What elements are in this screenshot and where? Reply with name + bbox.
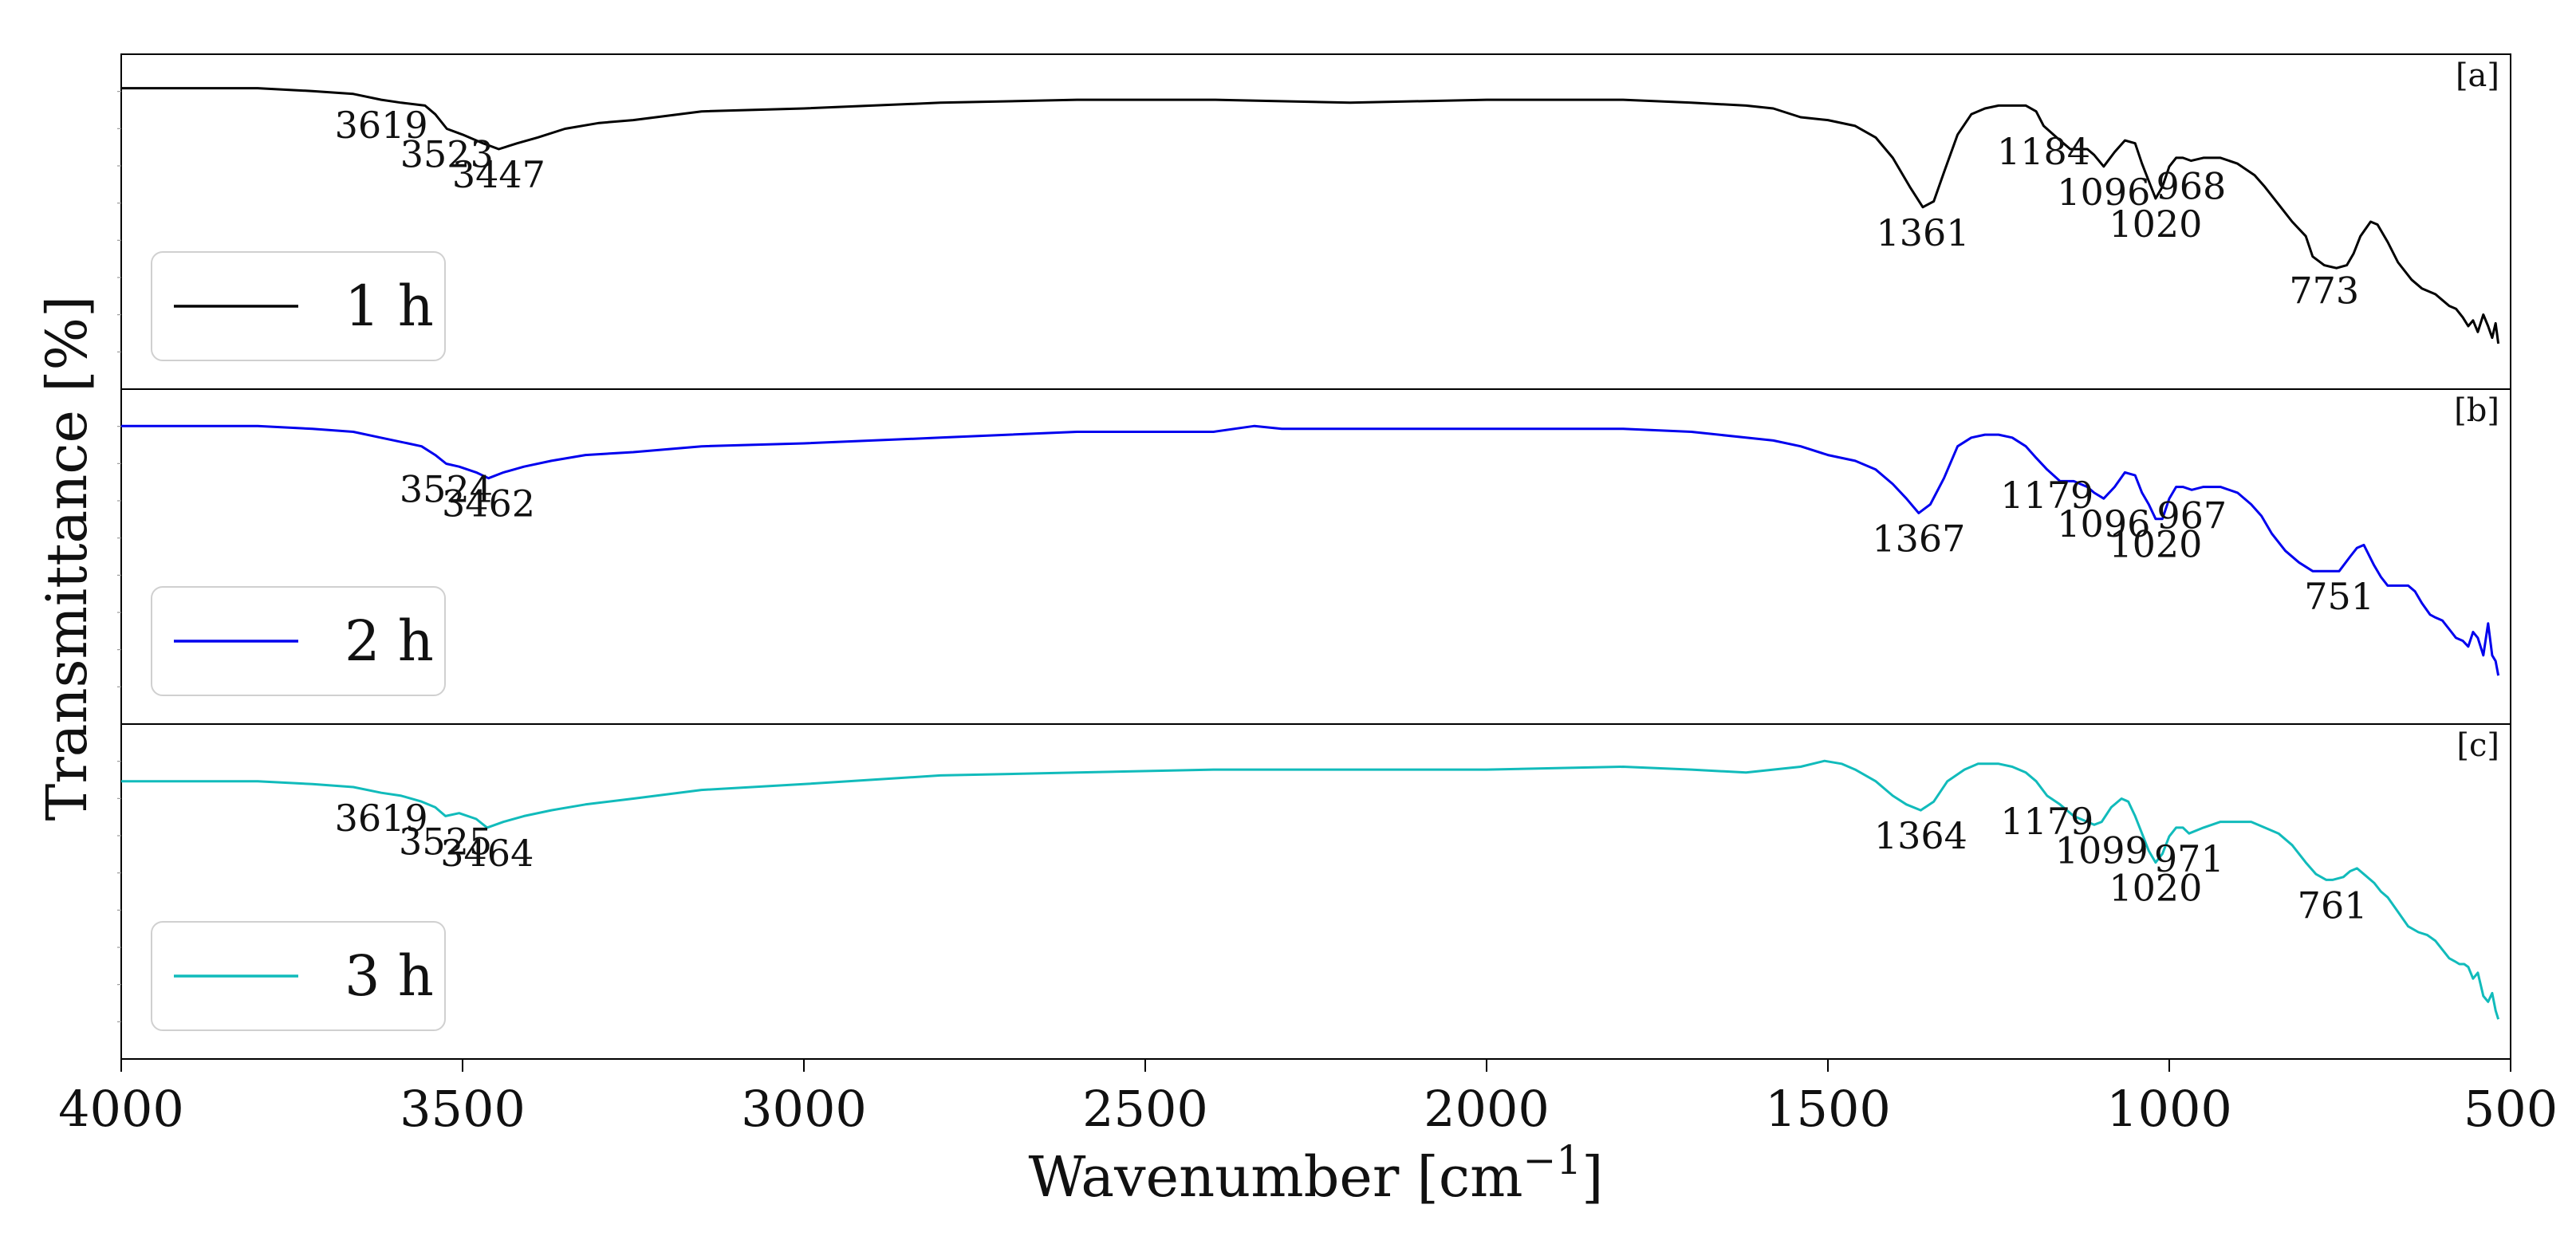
peak-label: 3619 <box>335 104 428 147</box>
x-tick-label: 3000 <box>741 1080 867 1138</box>
x-tick-label: 500 <box>2464 1080 2558 1138</box>
spectrum-line-2 <box>121 424 2500 676</box>
x-axis-title-main: Wavenumber [cm <box>1029 1144 1523 1210</box>
peak-label: 773 <box>2289 270 2359 313</box>
peak-label: 751 <box>2304 575 2374 618</box>
peak-label: 1367 <box>1872 517 1965 560</box>
peak-label: 1020 <box>2109 867 2202 910</box>
legend-label: 3 h <box>345 943 434 1009</box>
peak-label: 1020 <box>2109 523 2202 566</box>
peak-label: 1096 <box>2057 502 2150 545</box>
peak-label: 3523 <box>400 133 494 176</box>
peak-label: 1179 <box>2000 474 2093 517</box>
panel-tag: [b] <box>2454 392 2499 429</box>
x-axis-title: Wavenumber [cm−1] <box>1029 1137 1604 1210</box>
peak-label: 967 <box>2157 494 2227 537</box>
peak-label: 3524 <box>400 468 493 511</box>
peak-label: 3447 <box>452 153 546 196</box>
peak-label: 1096 <box>2057 171 2150 214</box>
peak-label: 1364 <box>1874 814 1967 857</box>
x-tick-label: 4000 <box>58 1080 184 1138</box>
peak-label: 3464 <box>440 832 534 875</box>
spectrum-line-3 <box>121 759 2500 1020</box>
legend: 2 h <box>151 586 446 696</box>
peak-label: 968 <box>2156 165 2226 208</box>
peak-label: 3619 <box>335 797 428 840</box>
peak-label: 971 <box>2154 837 2224 880</box>
peak-label: 1179 <box>2000 800 2093 843</box>
panel-tag: [c] <box>2456 727 2499 764</box>
peak-label: 1184 <box>1997 130 2090 173</box>
peak-label: 1020 <box>2109 203 2202 246</box>
x-tick-label: 3500 <box>400 1080 526 1138</box>
peak-label: 1361 <box>1876 211 1969 254</box>
spectrum-line-1 <box>121 87 2500 344</box>
x-tick-label: 1000 <box>2106 1080 2232 1138</box>
x-tick-label: 2000 <box>1424 1080 1550 1138</box>
legend: 1 h <box>151 251 446 361</box>
legend: 3 h <box>151 921 446 1031</box>
y-axis-title: Transmittance [%] <box>34 296 100 821</box>
peak-label: 761 <box>2298 884 2368 927</box>
peak-label: 3525 <box>399 820 492 863</box>
x-tick-label: 1500 <box>1765 1080 1891 1138</box>
x-axis: 4000 3500 3000 2500 2000 1500 1000 500 <box>58 1059 2558 1138</box>
x-axis-title-sup: −1 <box>1522 1137 1581 1183</box>
peak-label: 3462 <box>442 482 535 526</box>
x-axis-title-close: ] <box>1581 1144 1603 1210</box>
legend-label: 2 h <box>345 608 434 674</box>
panel-tag: [a] <box>2456 57 2499 94</box>
x-tick-label: 2500 <box>1082 1080 1208 1138</box>
legend-label: 1 h <box>345 274 434 339</box>
peak-label: 1099 <box>2055 829 2149 872</box>
panel-frame <box>120 723 2511 1060</box>
